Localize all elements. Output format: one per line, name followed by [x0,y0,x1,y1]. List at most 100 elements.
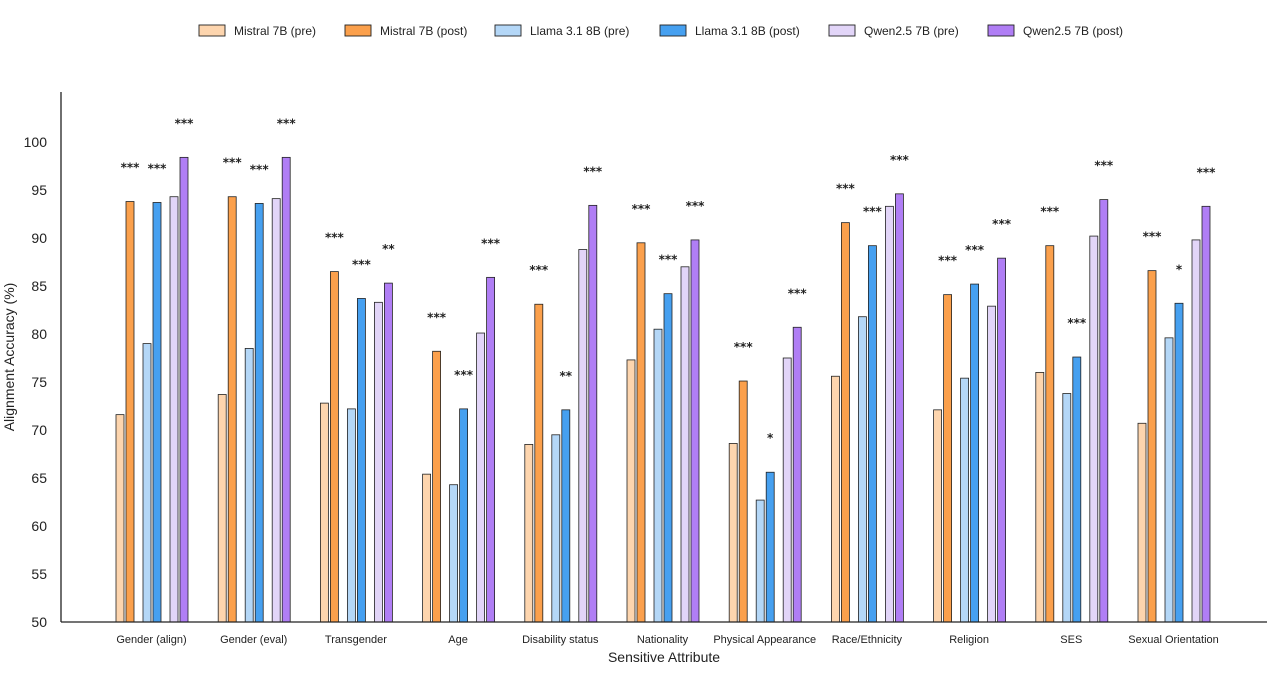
bar [1174,302,1184,623]
y-tick-label: 100 [24,134,48,150]
significance-label: *** [992,217,1012,231]
bars [115,156,1211,623]
bar [551,434,561,623]
bar [858,316,867,623]
x-tick-label: Gender (eval) [220,634,287,646]
bar [271,198,281,623]
y-tick-label: 75 [31,374,47,390]
significance-label: *** [223,156,243,170]
bar [459,408,469,623]
bar [383,282,393,623]
bar [244,347,254,623]
bar [1147,270,1157,623]
bar [636,242,646,623]
bar [486,276,496,623]
bar [281,156,291,623]
bar [152,202,162,623]
bar [588,204,598,623]
x-tick-label: Nationality [637,634,689,646]
bar [782,357,792,623]
bar [476,332,486,623]
y-axis-title: Alignment Accuracy (%) [1,283,17,432]
significance-label: *** [250,162,270,176]
bar [432,350,442,623]
x-tick-label: Race/Ethnicity [832,634,903,646]
bar [115,414,125,623]
x-tick-label: Gender (align) [116,634,186,646]
significance-label: *** [1067,316,1087,330]
bar [680,266,690,623]
significance-label: *** [121,161,141,175]
legend-label: Llama 3.1 8B (post) [695,24,800,38]
legend-label: Mistral 7B (post) [380,24,467,38]
bar [578,249,588,623]
significance-label: *** [529,263,549,277]
x-tick-label: Age [448,634,468,646]
bar [1089,235,1099,623]
significance-label: *** [788,286,808,300]
bar [943,294,952,623]
x-tick-label: SES [1060,634,1082,646]
bar [356,298,366,623]
y-tick-label: 85 [31,278,47,294]
bar [329,271,339,623]
bar [1191,239,1201,623]
significance-label: *** [175,116,195,130]
significance-label: *** [148,161,168,175]
significance-label: *** [583,164,603,178]
significance-label: *** [632,202,652,216]
significance-label: ** [560,369,573,383]
bar [987,305,996,623]
significance-label: *** [965,243,985,257]
bar [227,196,237,623]
bar [1045,245,1055,623]
bar [422,473,432,623]
bar [626,359,636,623]
legend-swatch [659,24,687,37]
y-tick-label: 90 [31,230,47,246]
significance-label: *** [454,368,474,382]
significance-label: *** [325,231,345,245]
legend-label: Mistral 7B (pre) [234,24,316,38]
bar [1072,356,1082,623]
bar [653,328,663,623]
bar [524,443,534,623]
significance-label: *** [1094,159,1114,173]
y-tick-label: 80 [31,326,47,342]
bar [1201,205,1211,623]
significance-label: *** [686,199,706,213]
bar [663,293,673,623]
significance-labels: *** ********* ****************************… [121,116,1217,445]
bar [179,156,189,623]
legend-swatch [344,24,372,37]
significance-label: *** [890,153,910,167]
bar [895,193,904,623]
significance-label: * [1176,262,1183,276]
bar [831,375,840,623]
y-tick-label: 50 [31,614,47,630]
significance-label: *** [1040,205,1060,219]
x-axis-ticks: Gender (align) Gender (eval) Transgender Ag… [116,634,1218,646]
bar [1137,422,1147,623]
bar [792,326,802,623]
legend-label: Qwen2.5 7B (post) [1023,24,1123,38]
legend-swatch [987,24,1015,37]
legend-swatch [198,24,226,37]
bar [217,394,227,623]
x-axis-title: Sensitive Attribute [608,649,720,665]
significance-label: *** [1143,230,1163,244]
y-tick-label: 95 [31,182,47,198]
significance-label: *** [836,182,856,196]
bar [254,203,264,623]
y-tick-label: 55 [31,566,47,582]
bar [449,484,459,623]
x-tick-label: Sexual Orientation [1128,634,1219,646]
bar [960,377,969,623]
bar [125,201,135,623]
significance-label: *** [659,253,679,267]
legend-swatch [494,24,522,37]
bar [841,222,850,623]
legend-swatch [828,24,856,37]
significance-label: *** [277,116,297,130]
